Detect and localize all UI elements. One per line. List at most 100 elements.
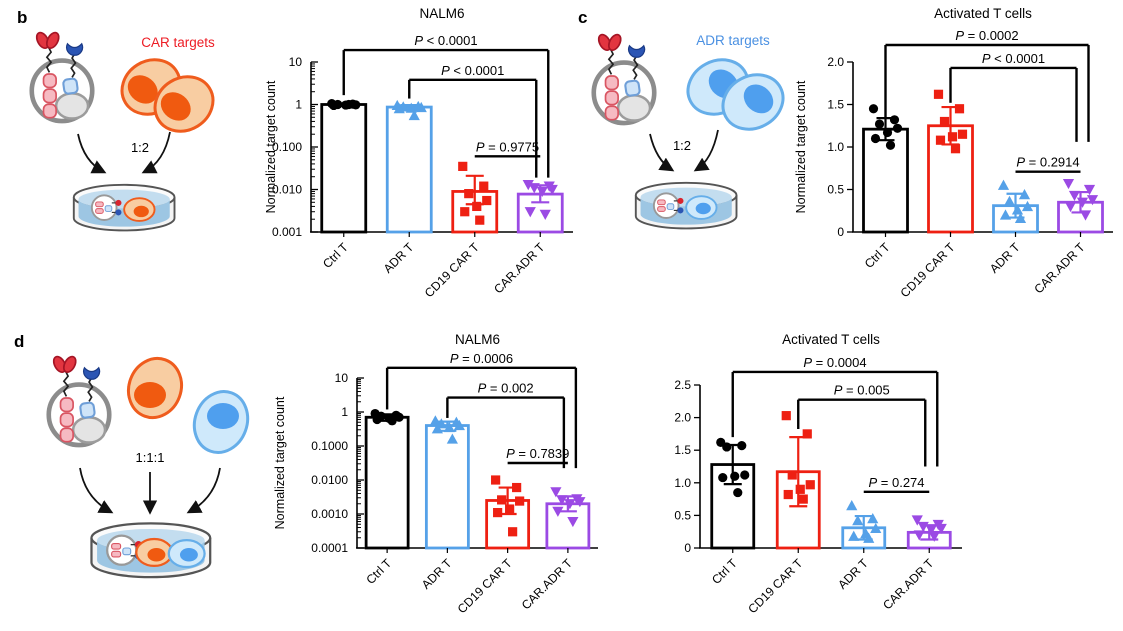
x-category-label: CAR.ADR T <box>491 240 548 297</box>
data-point-triangle-up <box>431 423 443 434</box>
x-category-label: CD19 CAR T <box>422 240 482 300</box>
data-point-square <box>798 494 808 504</box>
data-point-triangle-up <box>1014 212 1027 223</box>
p-value-label: P = 0.2914 <box>1016 155 1079 170</box>
p-value-label: P < 0.0001 <box>441 63 504 78</box>
y-tick-label: 0.100 <box>272 140 302 154</box>
mix-arrow-icon <box>79 467 114 514</box>
x-category-label: ADR T <box>987 240 1023 276</box>
y-tick-label: 1.0 <box>674 476 691 490</box>
ratio-label: 1:2 <box>131 140 149 155</box>
mix-arrow-icon <box>693 129 719 172</box>
panel-d-diagram: 1:1:1 <box>15 340 275 600</box>
x-category-label: CAR.ADR T <box>1031 240 1088 297</box>
data-point-circle <box>344 99 354 110</box>
data-point-triangle-down <box>556 495 568 506</box>
coculture-dish-icon <box>90 522 212 579</box>
data-point-triangle-up <box>408 109 420 121</box>
x-category-label: Ctrl T <box>709 556 740 587</box>
data-point-square <box>464 189 474 199</box>
y-axis-label: Normalized target count <box>273 396 287 529</box>
bar-adr-t <box>385 105 433 234</box>
y-tick-label: 0.001 <box>272 225 302 239</box>
data-point-triangle-down <box>1064 201 1077 213</box>
y-tick-label: 0 <box>684 541 691 555</box>
data-point-triangle-down <box>935 523 947 535</box>
car-targets-label: CAR targets <box>141 35 215 50</box>
data-point-triangle-down <box>911 515 923 526</box>
data-point-square <box>939 116 950 127</box>
data-point-circle <box>394 412 404 422</box>
p-value-label: P = 0.0006 <box>450 351 513 366</box>
data-point-square <box>472 201 482 212</box>
data-point-triangle-down <box>1068 190 1081 202</box>
p-value-label: P = 0.002 <box>478 381 534 396</box>
data-point-circle <box>718 472 728 483</box>
data-point-triangle-up <box>870 522 882 534</box>
y-tick-label: 0.0010 <box>311 507 348 521</box>
data-point-triangle-down <box>1079 210 1092 221</box>
x-category-label: CAR.ADR T <box>519 556 576 613</box>
y-axis-label: Normalized target count <box>264 80 278 213</box>
bar-ctrl-t <box>364 415 410 550</box>
data-point-triangle-down <box>550 487 562 498</box>
data-point-triangle-up <box>848 530 860 541</box>
data-point-triangle-down <box>917 521 929 533</box>
data-point-square <box>515 496 525 506</box>
data-point-triangle-down <box>567 516 579 528</box>
chart-d-nalm6: NALM6 Normalized target count 10 1 0.1000 0.0… <box>273 332 598 616</box>
p-value-label: P < 0.0001 <box>414 33 477 48</box>
data-point-square <box>950 144 961 154</box>
y-tick-label: 1 <box>341 405 348 419</box>
data-point-square <box>783 489 793 500</box>
data-point-square <box>482 195 492 206</box>
data-point-square <box>954 104 965 114</box>
data-point-triangle-down <box>1062 178 1075 190</box>
panel-b-label: b <box>17 8 28 27</box>
x-category-label: Ctrl T <box>363 556 394 587</box>
data-point-square <box>479 181 489 191</box>
data-point-triangle-down <box>1083 184 1096 196</box>
data-point-square <box>505 504 515 514</box>
data-point-triangle-up <box>453 419 465 431</box>
data-point-square <box>497 495 507 505</box>
data-point-triangle-down <box>522 180 534 191</box>
x-category-label: Ctrl T <box>862 240 893 271</box>
data-point-triangle-up <box>443 421 455 433</box>
data-point-triangle-up <box>997 179 1010 190</box>
p-value-label: P = 0.0002 <box>955 28 1018 43</box>
data-point-square <box>460 207 470 217</box>
data-point-square <box>787 470 797 480</box>
adr-targets-label: ADR targets <box>696 33 770 48</box>
y-tick-label: 0.5 <box>674 508 691 522</box>
chart-title: NALM6 <box>419 6 464 21</box>
data-point-triangle-down <box>528 183 540 194</box>
chart-title: Activated T cells <box>782 332 880 347</box>
data-point-triangle-up <box>1021 200 1034 212</box>
x-category-label: ADR T <box>381 240 417 276</box>
y-tick-label: 1.5 <box>674 443 691 457</box>
x-category-label: ADR T <box>835 556 871 592</box>
chart-b-nalm6: NALM6 Normalized target count 10 1 0.100 0.01… <box>264 6 573 300</box>
data-point-triangle-up <box>846 500 858 511</box>
data-point-square <box>802 429 812 439</box>
data-point-circle <box>730 471 740 481</box>
data-point-triangle-up <box>446 433 458 444</box>
y-tick-label: 1.0 <box>827 140 844 154</box>
panel-c-diagram: ADR targets 1:2 <box>568 22 813 244</box>
data-point-square <box>512 482 522 493</box>
data-point-square <box>781 411 791 421</box>
y-tick-label: 0.010 <box>272 183 302 197</box>
data-point-circle <box>740 470 750 480</box>
data-point-circle <box>329 100 339 111</box>
chart-title: NALM6 <box>455 332 500 347</box>
y-tick-label: 0.0100 <box>311 473 348 487</box>
data-point-triangle-down <box>536 186 548 198</box>
y-tick-label: 2.5 <box>674 378 691 392</box>
y-axis-label: Normalized target count <box>794 80 808 213</box>
data-point-circle <box>387 416 397 426</box>
data-point-triangle-up <box>852 515 864 526</box>
mix-arrow-icon <box>649 133 675 172</box>
